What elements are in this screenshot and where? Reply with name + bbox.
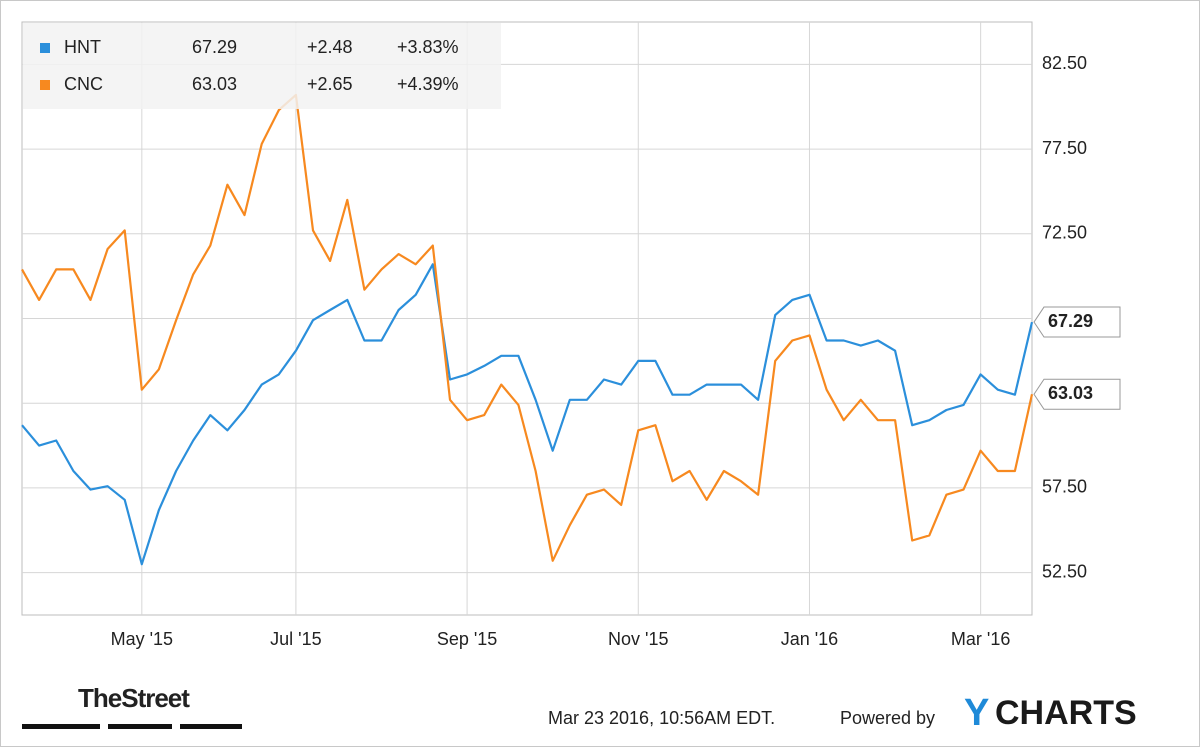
legend-swatch xyxy=(40,80,50,90)
x-tick-label: May '15 xyxy=(111,629,173,649)
x-tick-label: Jul '15 xyxy=(270,629,321,649)
source-logo: TheStreet xyxy=(78,683,190,713)
x-tick-label: Mar '16 xyxy=(951,629,1010,649)
legend: HNT 67.29 +2.48 +3.83% CNC 63.03 +2.65 +4.39% xyxy=(40,37,459,94)
grid xyxy=(22,22,1032,615)
lines xyxy=(21,93,1034,566)
last-value-flag xyxy=(1033,378,1121,410)
last-value-flag xyxy=(1033,306,1121,338)
powered-by: Powered by xyxy=(840,708,935,728)
x-tick-label: Nov '15 xyxy=(608,629,668,649)
logo-bar xyxy=(22,724,100,729)
y-tick-label: 77.50 xyxy=(1042,138,1087,158)
x-tick-label: Sep '15 xyxy=(437,629,498,649)
logo-bar xyxy=(180,724,242,729)
legend-change: +2.65 xyxy=(307,74,353,94)
legend-change-pct: +4.39% xyxy=(397,74,459,94)
series-line xyxy=(21,93,1034,562)
legend-name: CNC xyxy=(64,74,103,94)
legend-last: 67.29 xyxy=(192,37,237,57)
legend-change-pct: +3.83% xyxy=(397,37,459,57)
series-line xyxy=(21,263,1034,566)
last-value-label: 63.03 xyxy=(1048,383,1093,403)
legend-swatch xyxy=(40,43,50,53)
y-tick-label: 82.50 xyxy=(1042,53,1087,73)
y-tick-label: 52.50 xyxy=(1042,561,1087,581)
legend-name: HNT xyxy=(64,37,101,57)
brand-rest: CHARTS xyxy=(995,694,1137,732)
y-tick-label: 72.50 xyxy=(1042,223,1087,243)
legend-change: +2.48 xyxy=(307,37,353,57)
brand-y: Y xyxy=(964,692,989,734)
timestamp: Mar 23 2016, 10:56AM EDT. xyxy=(548,708,775,728)
x-tick-label: Jan '16 xyxy=(781,629,838,649)
logo-bar xyxy=(108,724,172,729)
y-tick-label: 57.50 xyxy=(1042,477,1087,497)
legend-last: 63.03 xyxy=(192,74,237,94)
last-value-label: 67.29 xyxy=(1048,311,1093,331)
legend-box xyxy=(23,23,501,109)
